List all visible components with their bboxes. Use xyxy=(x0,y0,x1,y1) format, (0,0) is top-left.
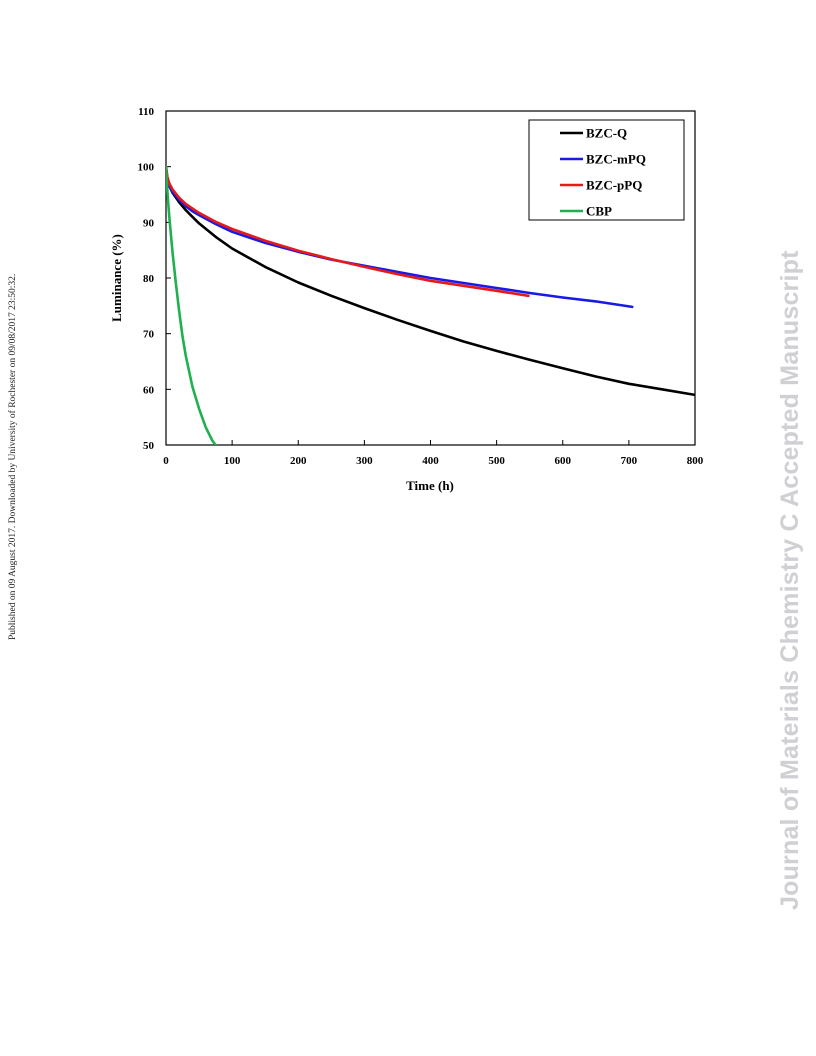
y-tick-label: 60 xyxy=(143,384,155,396)
x-tick-label: 0 xyxy=(163,455,169,467)
y-tick-label: 50 xyxy=(143,440,155,452)
x-axis: 0 100 200 300 400 500 600 700 800 xyxy=(163,440,704,467)
legend-label-bzc-mpq: BZC-mPQ xyxy=(586,152,646,167)
y-tick-label: 70 xyxy=(143,329,155,341)
legend-label-bzc-q: BZC-Q xyxy=(586,126,627,141)
legend: BZC-Q BZC-mPQ BZC-pPQ CBP xyxy=(528,119,685,221)
series-line-bzc-ppq xyxy=(166,165,530,298)
x-tick-label: 800 xyxy=(687,455,704,467)
y-axis: 50 60 70 80 90 100 110 xyxy=(138,106,171,452)
y-tick-label: 80 xyxy=(143,273,155,285)
legend-label-cbp: CBP xyxy=(586,204,612,219)
x-tick-label: 200 xyxy=(290,455,307,467)
x-tick-label: 400 xyxy=(422,455,439,467)
x-tick-label: 500 xyxy=(488,455,505,467)
legend-label-bzc-ppq: BZC-pPQ xyxy=(586,178,642,193)
series-line-cbp xyxy=(166,165,217,445)
x-tick-label: 300 xyxy=(356,455,373,467)
x-axis-title: Time (h) xyxy=(406,478,454,493)
y-tick-label: 110 xyxy=(138,106,154,118)
series-lines xyxy=(166,165,695,445)
x-tick-label: 100 xyxy=(224,455,241,467)
y-tick-label: 90 xyxy=(143,217,155,229)
series-line-bzc-mpq xyxy=(166,168,634,309)
legend-box xyxy=(528,119,685,221)
y-tick-label: 100 xyxy=(138,162,155,174)
x-tick-label: 700 xyxy=(621,455,638,467)
x-tick-label: 600 xyxy=(555,455,572,467)
y-axis-title: Luminance (%) xyxy=(109,234,124,322)
